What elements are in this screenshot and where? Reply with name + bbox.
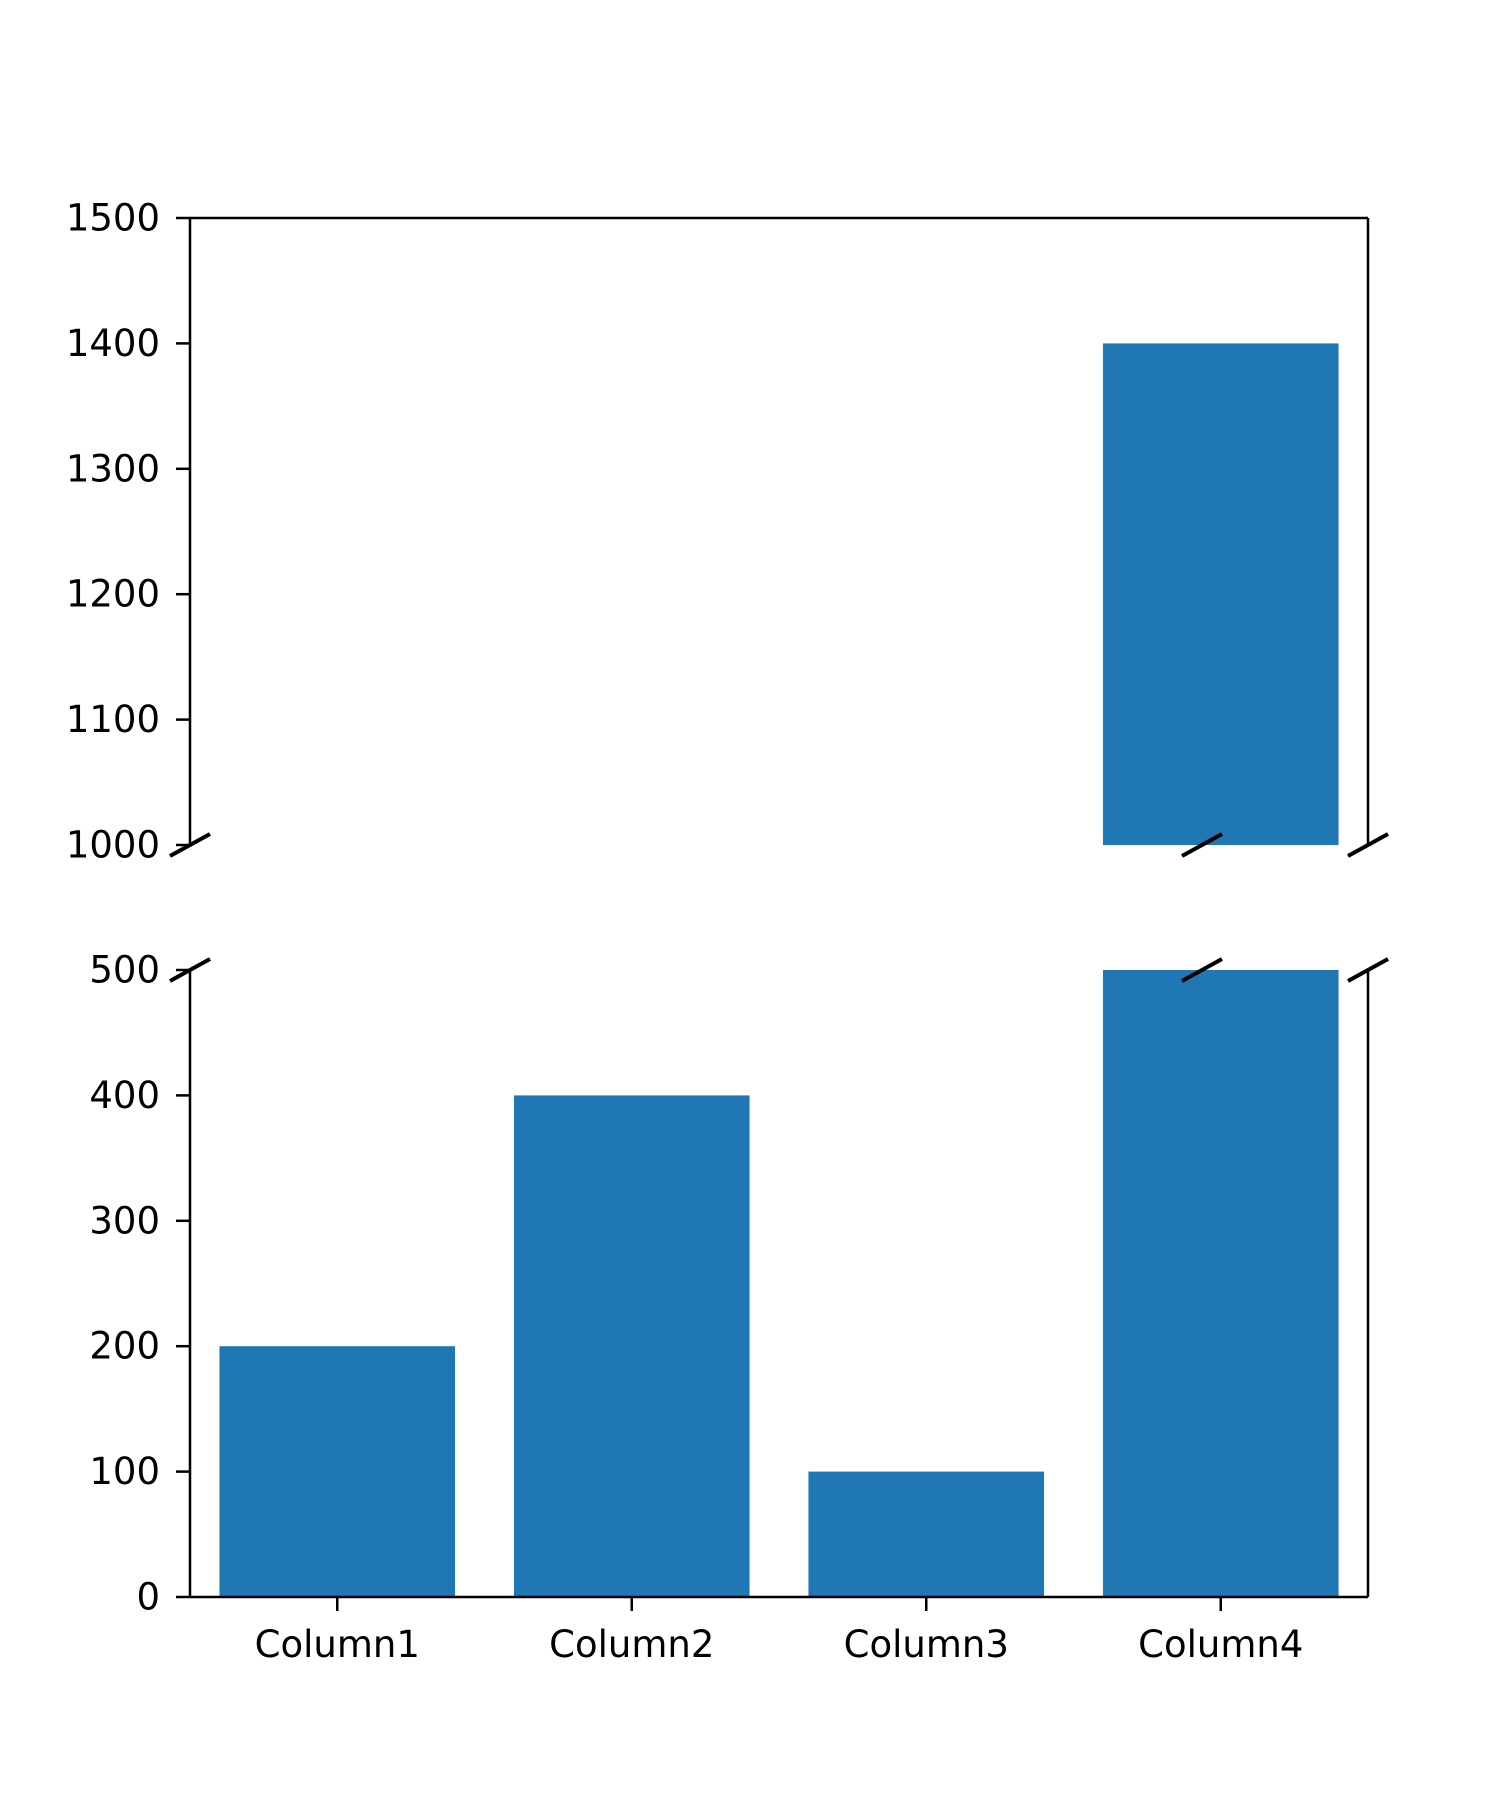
break-mark-bottom-bar4 [1181, 957, 1223, 983]
x-tick-label-column3: Column3 [844, 1623, 1009, 1666]
y-tick-label-bottom-500: 500 [89, 949, 160, 992]
y-tick-label-top-1500: 1500 [66, 197, 160, 240]
y-tick-label-top-1200: 1200 [66, 573, 160, 616]
y-tick-label-bottom-400: 400 [89, 1074, 160, 1117]
bar-column3-bottom [808, 1471, 1045, 1597]
bottom-panel: 0 100 200 300 400 500 Column1 Column2 Column3 Col… [89, 949, 1370, 1666]
y-tick-label-top-1300: 1300 [66, 447, 160, 490]
break-mark-top-left [169, 832, 211, 858]
x-tick-label-column4: Column4 [1138, 1623, 1303, 1666]
x-tick-label-column2: Column2 [549, 1623, 714, 1666]
break-mark-bottom-left [169, 957, 211, 983]
axis-break-marks [169, 832, 1389, 983]
bar-column4-bottom [1102, 970, 1339, 1597]
y-tick-label-top-1400: 1400 [66, 322, 160, 365]
y-tick-label-bottom-200: 200 [89, 1325, 160, 1368]
y-tick-label-bottom-0: 0 [136, 1576, 160, 1619]
y-tick-label-top-1100: 1100 [66, 698, 160, 741]
y-tick-label-top-1000: 1000 [66, 824, 160, 867]
bar-column4-top [1102, 343, 1339, 845]
y-tick-label-bottom-300: 300 [89, 1199, 160, 1242]
bar-column2-bottom [513, 1095, 750, 1597]
break-mark-bottom-right [1347, 957, 1389, 983]
break-mark-top-bar4 [1181, 832, 1223, 858]
y-tick-label-bottom-100: 100 [89, 1450, 160, 1493]
break-mark-top-right [1347, 832, 1389, 858]
top-panel: 1000 1100 1200 1300 1400 1500 [66, 197, 1370, 867]
x-tick-label-column1: Column1 [255, 1623, 420, 1666]
bar-column1-bottom [219, 1346, 456, 1597]
